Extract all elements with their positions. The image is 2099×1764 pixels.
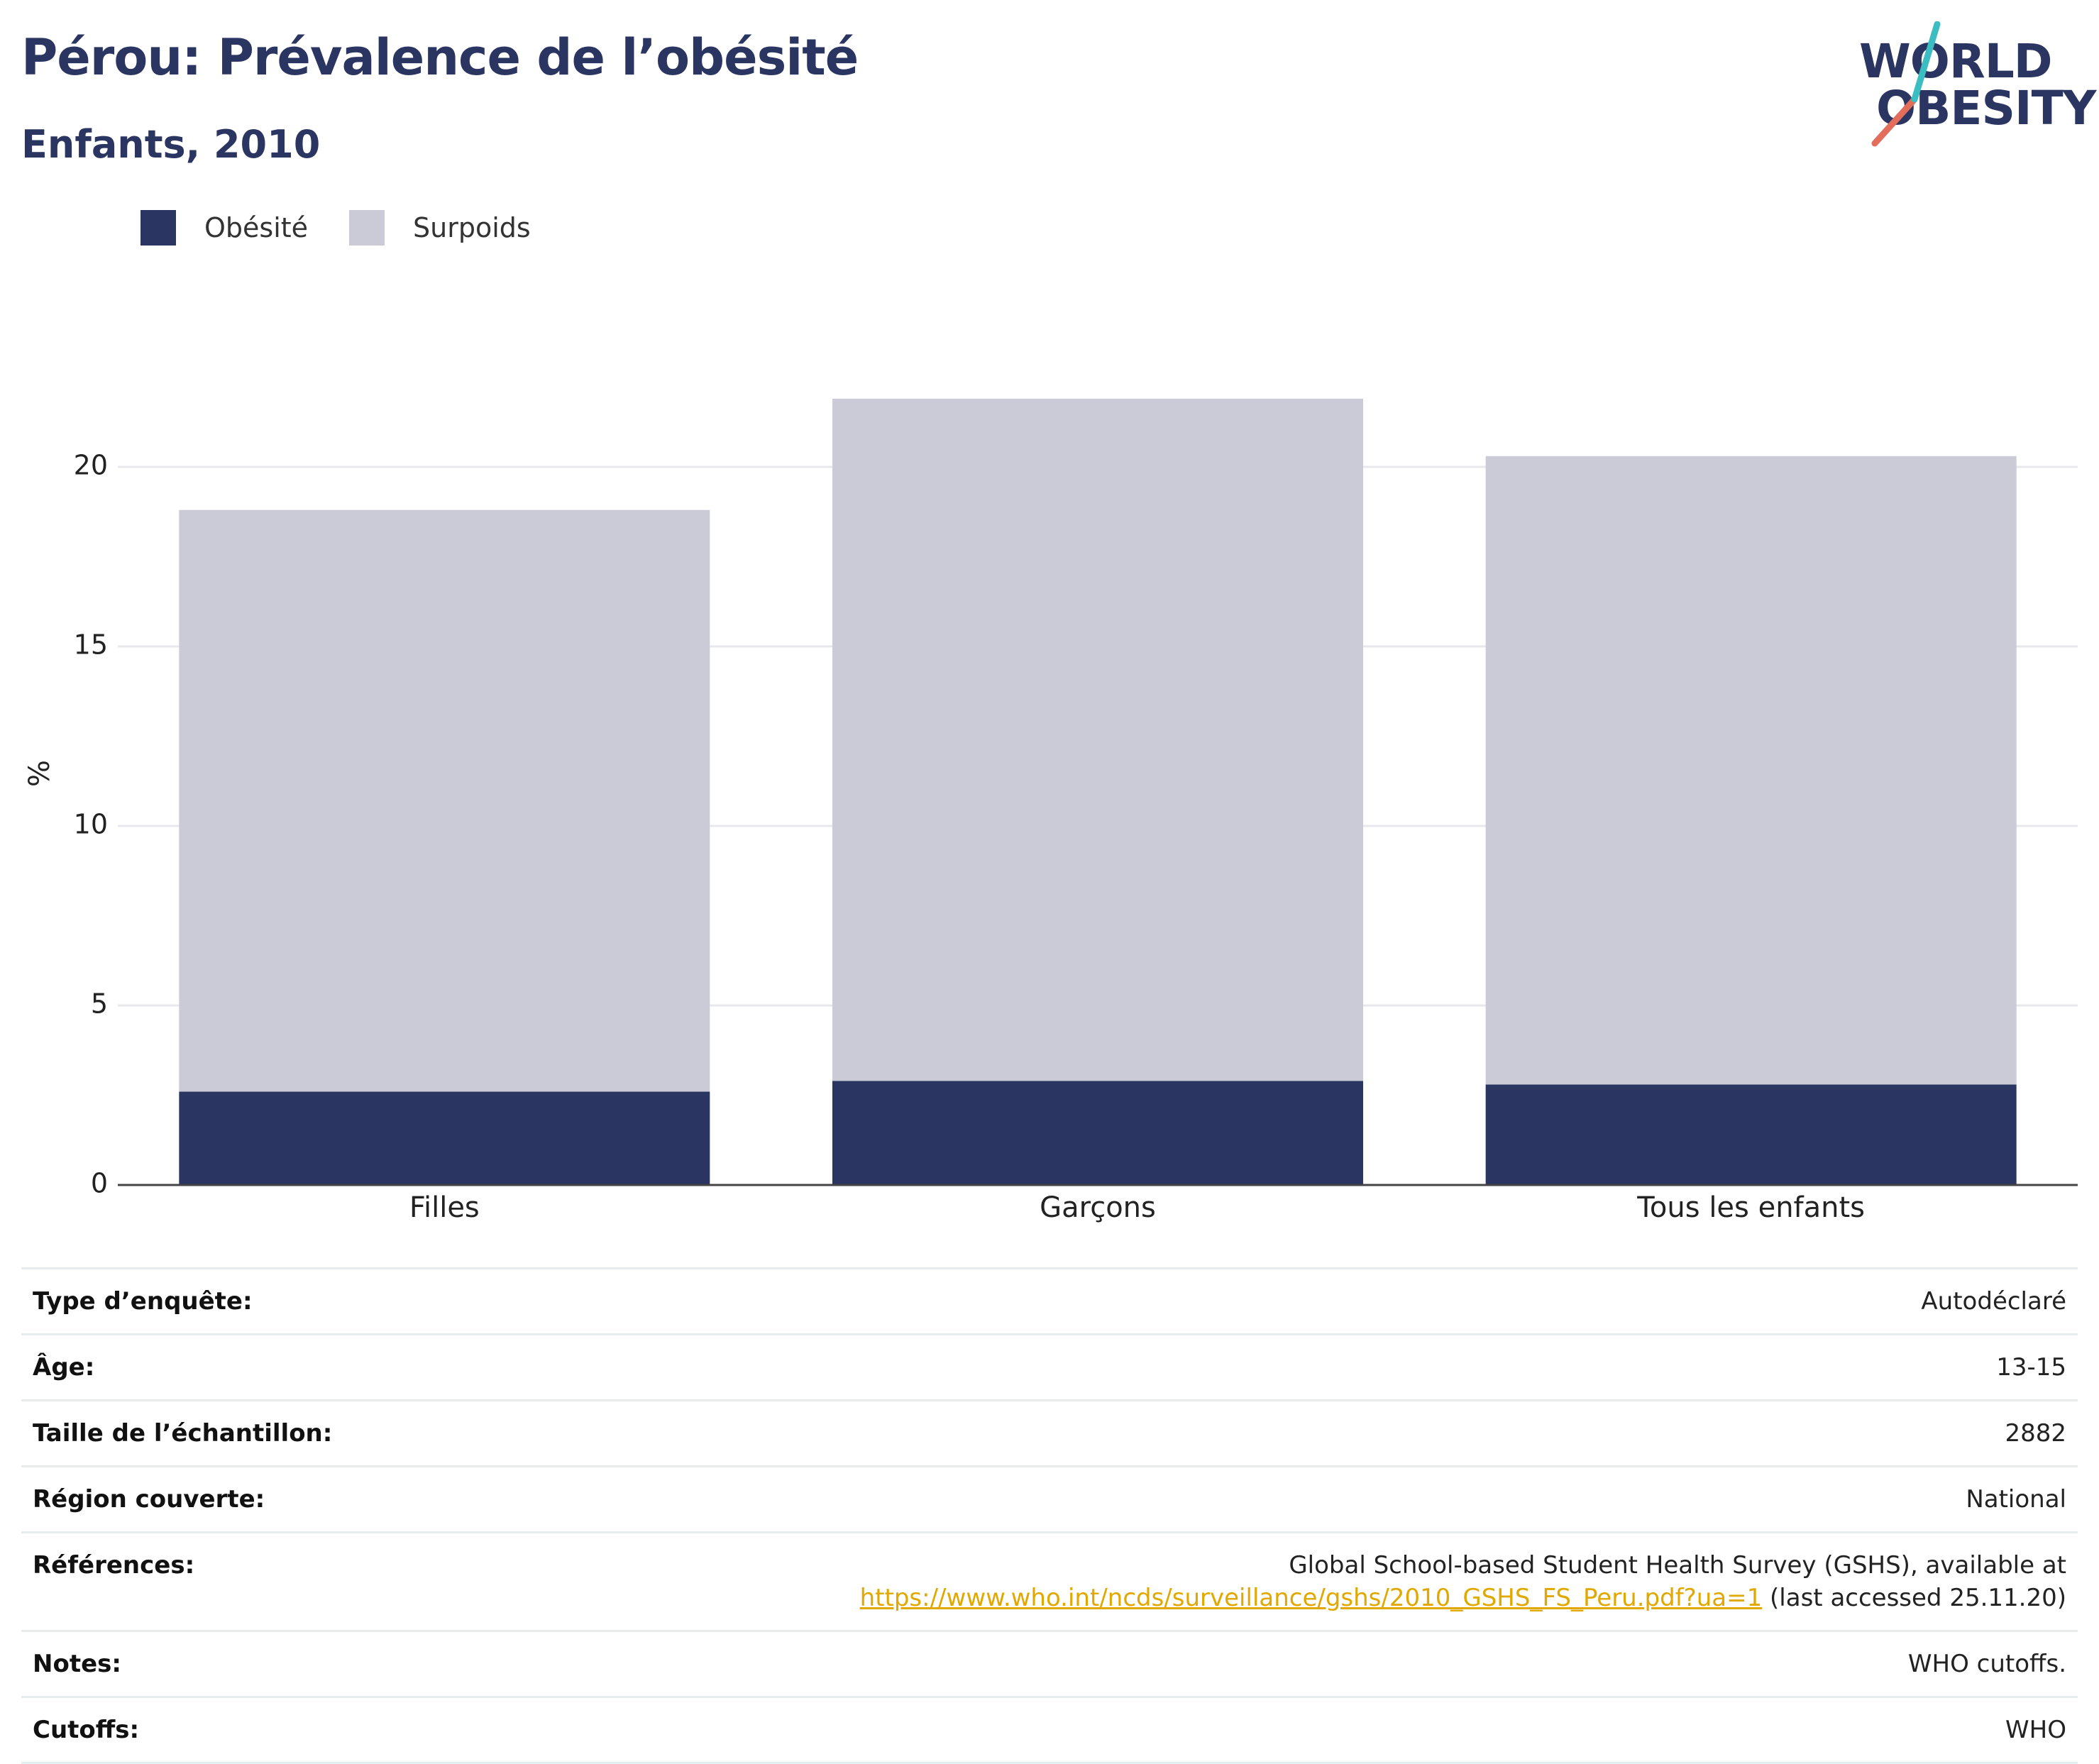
row-value: National [448,1465,2078,1533]
logo-word-world: WORLD [1859,34,2053,89]
chart-legend: Obésité Surpoids [141,210,572,246]
bar-surpoids-1 [832,398,1363,1081]
bar-surpoids-0 [179,509,710,1092]
row-value: Autodéclaré [448,1267,2078,1335]
legend-label-obesite: Obésité [204,212,309,243]
row-value: WHO [448,1696,2078,1764]
row-key: Âge: [21,1333,449,1401]
reference-accessed-note: (last accessed 25.11.20) [1762,1584,2066,1612]
logo-word-obesity: OBESITY [1876,81,2096,136]
x-tick-label: Tous les enfants [1636,1191,1865,1224]
table-row: Références: Global School-based Student … [21,1531,2078,1631]
table-row: Région couverte: National [21,1465,2078,1533]
x-tick-label: Garçons [1040,1191,1156,1224]
bars [179,398,2017,1185]
logo-slash-icon [1871,21,1941,147]
row-value: 13-15 [448,1333,2078,1401]
row-key: Région couverte: [21,1465,449,1533]
table-row: Type d’enquête: Autodéclaré [21,1267,2078,1335]
row-value: 2882 [448,1399,2078,1467]
y-tick-label: 0 [91,1168,108,1199]
reference-link[interactable]: https://www.who.int/ncds/surveillance/gs… [859,1584,1763,1612]
row-key: Cutoffs: [21,1696,449,1764]
bar-obesite-1 [832,1081,1363,1185]
bar-obesite-0 [179,1091,710,1185]
x-tick-label: Filles [409,1191,480,1224]
axes: 0 5 10 15 20 Filles Garçons Tous les enfants [74,450,2078,1224]
survey-info-table: Type d’enquête: Autodéclaré Âge: 13-15 T… [21,1267,2078,1764]
legend-swatch-obesite [141,210,176,246]
table-row: Âge: 13-15 [21,1333,2078,1401]
chart-subtitle: Enfants, 2010 [21,122,321,167]
row-key: Notes: [21,1630,449,1697]
y-tick-label: 15 [74,629,108,661]
legend-label-surpoids: Surpoids [413,212,531,243]
row-value-references: Global School-based Student Health Surve… [448,1531,2078,1631]
reference-text: Global School-based Student Health Surve… [1289,1551,2066,1580]
bar-obesite-2 [1485,1084,2017,1185]
row-key: Références: [21,1531,449,1631]
table-row: Cutoffs: WHO [21,1696,2078,1764]
y-tick-label: 10 [74,809,108,840]
y-tick-label: 20 [74,450,108,481]
bar-surpoids-2 [1485,456,2017,1085]
table-row: Notes: WHO cutoffs. [21,1630,2078,1697]
chart-title: Pérou: Prévalence de l’obésité [21,28,859,87]
row-key: Type d’enquête: [21,1267,449,1335]
legend-item-obesite[interactable]: Obésité [141,210,308,246]
world-obesity-logo: WORLD OBESITY [1845,21,2096,149]
table-row: Taille de l’échantillon: 2882 [21,1399,2078,1467]
legend-item-surpoids[interactable]: Surpoids [349,210,531,246]
row-value: WHO cutoffs. [448,1630,2078,1697]
y-tick-label: 5 [91,988,108,1020]
y-axis-label: % [23,760,56,787]
legend-swatch-surpoids [349,210,385,246]
row-key: Taille de l’échantillon: [21,1399,449,1467]
bar-chart: 0 5 10 15 20 Filles Garçons Tous les enfants % [23,398,2078,1224]
